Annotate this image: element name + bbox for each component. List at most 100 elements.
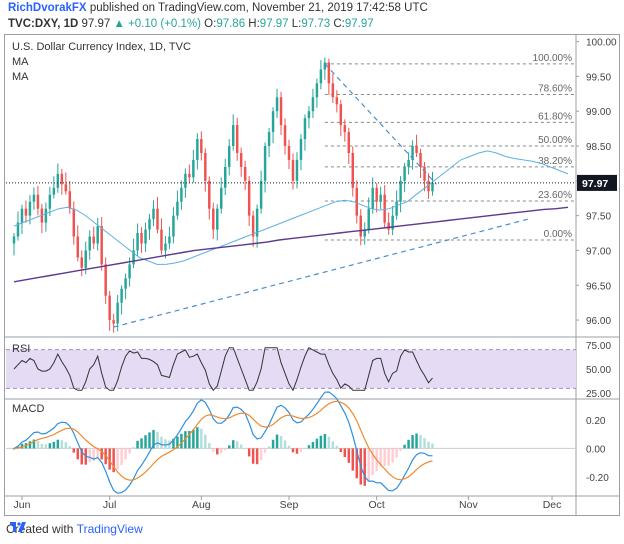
macd-histogram-bar-negative — [367, 448, 370, 482]
last-price-tag — [577, 174, 617, 191]
open-value: 97.86 — [216, 18, 246, 30]
macd-histogram-bar-negative — [212, 448, 215, 452]
candle-up — [311, 97, 315, 112]
candle-up — [391, 215, 394, 230]
candle-down — [76, 236, 80, 258]
x-tick-label: Dec — [543, 499, 562, 511]
candle-up — [84, 250, 87, 268]
x-tick-label: Oct — [369, 499, 385, 511]
candle-up — [411, 146, 414, 160]
chart-title: U.S. Dollar Currency Index, 1D, TVC — [12, 41, 191, 53]
macd-histogram-bar-positive — [60, 440, 64, 449]
tradingview-brand-link[interactable]: TradingView — [76, 522, 143, 536]
macd-histogram-bar-positive — [327, 436, 331, 449]
rsi-y-tick-label: 50.00 — [586, 365, 611, 376]
candle-up — [307, 111, 311, 119]
candle-down — [239, 152, 243, 167]
candle-up — [259, 180, 263, 209]
y-tick-label: 99.00 — [586, 107, 611, 118]
macd-histogram-bar-positive — [20, 443, 24, 449]
candle-up — [52, 187, 56, 195]
macd-histogram-bar-positive — [152, 429, 155, 449]
candle-down — [36, 194, 40, 209]
candle-down — [247, 180, 251, 216]
candle-down — [188, 173, 191, 178]
candle-up — [116, 302, 119, 324]
macd-histogram-bar-negative — [72, 448, 76, 453]
y-tick-label: 96.50 — [586, 281, 611, 292]
candle-up — [315, 83, 319, 98]
x-tick-label: Jul — [103, 499, 116, 511]
rsi-label: RSI — [12, 343, 30, 355]
high-label: H: — [248, 18, 260, 30]
candle-down — [204, 152, 207, 181]
legend-ma-1: MA — [12, 56, 29, 68]
macd-histogram-bar-positive — [132, 447, 135, 449]
candle-up — [196, 139, 199, 160]
price-chart[interactable]: 100.0099.5099.0098.5098.0097.5097.0096.5… — [4, 34, 620, 516]
chart-frame[interactable]: 100.0099.5099.0098.5098.0097.5097.0096.5… — [4, 34, 620, 516]
candle-down — [343, 125, 347, 133]
author-link[interactable]: RichDvorakFX — [8, 2, 87, 14]
candle-down — [243, 166, 247, 181]
macd-histogram-bar-positive — [315, 438, 319, 449]
candle-down — [72, 208, 76, 237]
macd-y-tick-label: 0.00 — [586, 444, 606, 455]
candle-up — [216, 208, 219, 230]
candle-up — [136, 233, 139, 251]
x-tick-label: Jun — [14, 499, 31, 511]
candle-down — [212, 208, 215, 230]
macd-histogram-bar-negative — [251, 448, 255, 464]
macd-histogram-bar-positive — [227, 445, 231, 449]
macd-histogram-bar-negative — [100, 448, 103, 460]
candle-up — [407, 159, 410, 167]
candle-down — [251, 215, 255, 237]
candle-down — [208, 180, 211, 209]
fib-level-label: 0.00% — [544, 229, 572, 240]
macd-histogram-bar-positive — [164, 439, 167, 449]
last-price-label: 97.97 — [582, 178, 608, 190]
macd-histogram-bar-negative — [255, 448, 259, 465]
macd-histogram-bar-negative — [108, 448, 111, 470]
ma-slow-line — [13, 206, 569, 283]
candle-down — [92, 236, 95, 244]
macd-y-tick-label: -0.20 — [586, 473, 609, 484]
macd-histogram-bar-negative — [259, 448, 263, 461]
macd-histogram-bar-positive — [419, 434, 422, 449]
candle-up — [271, 111, 275, 133]
macd-signal-line — [13, 400, 433, 481]
change-value: +0.10 (+0.1%) — [128, 18, 201, 30]
publish-info: RichDvorakFX published on TradingView.co… — [8, 2, 428, 14]
ma-fast-line — [13, 150, 569, 265]
macd-histogram-bar-negative — [216, 448, 219, 455]
candle-down — [283, 125, 287, 147]
candle-up — [263, 146, 267, 181]
ohlc-bar: TVC:DXY, 1D 97.97 ▲ +0.10 (+0.1%) O:97.8… — [8, 18, 374, 30]
y-tick-label: 96.00 — [586, 316, 611, 327]
candle-up — [255, 208, 259, 237]
candle-down — [291, 159, 295, 181]
candle-up — [220, 187, 223, 209]
candle-up — [367, 208, 370, 230]
candle-up — [319, 69, 323, 84]
candle-down — [335, 97, 339, 105]
macd-histogram-bar-positive — [136, 440, 139, 449]
macd-histogram-bar-positive — [188, 430, 191, 449]
fib-level-label: 78.60% — [538, 83, 572, 94]
macd-histogram-bar-negative — [76, 448, 80, 460]
candle-down — [200, 139, 203, 153]
candle-down — [235, 125, 239, 153]
publish-text: published on TradingView.com, November 2… — [89, 2, 428, 14]
candle-up — [16, 222, 20, 237]
macd-histogram-bar-positive — [32, 439, 36, 449]
macd-histogram-bar-negative — [80, 448, 83, 465]
candle-up — [48, 194, 52, 209]
candle-down — [419, 152, 422, 167]
candle-down — [339, 104, 343, 126]
macd-histogram-bar-positive — [323, 433, 327, 449]
candle-up — [148, 219, 151, 230]
y-tick-label: 97.00 — [586, 246, 611, 257]
macd-histogram-bar-positive — [335, 445, 339, 449]
candle-up — [172, 215, 175, 237]
fib-level-label: 38.20% — [538, 156, 572, 167]
